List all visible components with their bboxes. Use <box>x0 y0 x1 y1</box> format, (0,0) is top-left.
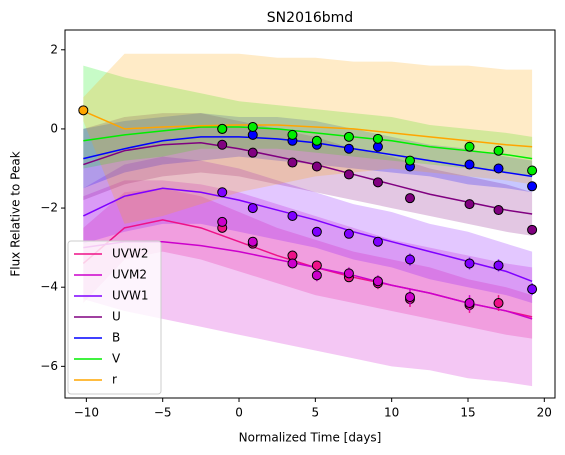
x-tick-label: 20 <box>537 406 552 420</box>
data-point <box>372 276 383 287</box>
chart-title: SN2016bmd <box>267 10 353 26</box>
data-point <box>493 205 504 216</box>
data-point <box>287 157 298 168</box>
data-point <box>372 177 383 188</box>
data-point <box>217 123 228 134</box>
data-point <box>493 163 504 174</box>
fit-line <box>83 110 533 148</box>
y-axis-label: Flux Relative to Peak <box>9 151 23 276</box>
data-point <box>287 258 298 269</box>
data-point <box>78 105 89 116</box>
data-point <box>404 254 415 265</box>
data-point <box>217 187 228 198</box>
data-point <box>343 131 354 142</box>
confidence-band <box>83 65 533 177</box>
data-point <box>343 228 354 239</box>
plot-layer <box>78 53 538 387</box>
data-point <box>287 210 298 221</box>
x-tick-label: 5 <box>312 406 320 420</box>
x-tick-label: 15 <box>460 406 475 420</box>
data-point <box>247 147 258 158</box>
data-point <box>247 203 258 214</box>
data-point <box>217 216 228 227</box>
legend-label: r <box>112 373 117 387</box>
data-point <box>311 161 322 172</box>
data-point <box>343 143 354 154</box>
data-point <box>527 284 538 295</box>
x-axis-label: Normalized Time [days] <box>239 431 382 445</box>
data-point <box>464 141 475 152</box>
legend-label: V <box>112 352 121 366</box>
data-point <box>311 135 322 146</box>
x-tick-label: −10 <box>74 406 99 420</box>
data-point <box>343 268 354 279</box>
data-point <box>464 159 475 170</box>
data-point <box>404 155 415 166</box>
data-point <box>404 292 415 303</box>
data-point <box>493 145 504 156</box>
legend-label: UVM2 <box>112 268 147 282</box>
x-tick-label: 0 <box>235 406 243 420</box>
y-tick-label: −2 <box>40 201 58 215</box>
confidence-band <box>83 113 533 193</box>
data-point <box>464 258 475 269</box>
x-tick-label: −5 <box>154 406 172 420</box>
confidence-band <box>83 53 533 224</box>
confidence-band <box>83 156 533 304</box>
data-point <box>464 298 475 309</box>
axes-frame <box>64 29 556 399</box>
legend-label: UVW2 <box>112 247 149 261</box>
y-tick-label: 0 <box>50 121 58 135</box>
confidence-band <box>83 180 533 387</box>
y-tick-label: −6 <box>40 359 58 373</box>
confidence-band <box>83 188 533 339</box>
data-point <box>493 260 504 271</box>
data-point <box>372 133 383 144</box>
legend-label: UVW1 <box>112 289 149 303</box>
data-point <box>311 270 322 281</box>
data-point <box>247 236 258 247</box>
data-point <box>287 129 298 140</box>
data-point <box>343 169 354 180</box>
data-point <box>311 226 322 237</box>
data-point <box>527 165 538 176</box>
data-point <box>493 298 504 309</box>
data-point <box>247 121 258 132</box>
x-tick-label: 10 <box>384 406 399 420</box>
y-tick-label: 2 <box>50 42 58 56</box>
data-point <box>372 236 383 247</box>
data-point <box>404 193 415 204</box>
y-tick-label: −4 <box>40 280 58 294</box>
data-point <box>527 181 538 192</box>
data-point <box>311 260 322 271</box>
data-point <box>527 224 538 235</box>
data-point <box>464 199 475 210</box>
legend-label: B <box>112 331 120 345</box>
legend-box <box>67 240 162 395</box>
data-point <box>217 139 228 150</box>
legend-label: U <box>112 310 121 324</box>
